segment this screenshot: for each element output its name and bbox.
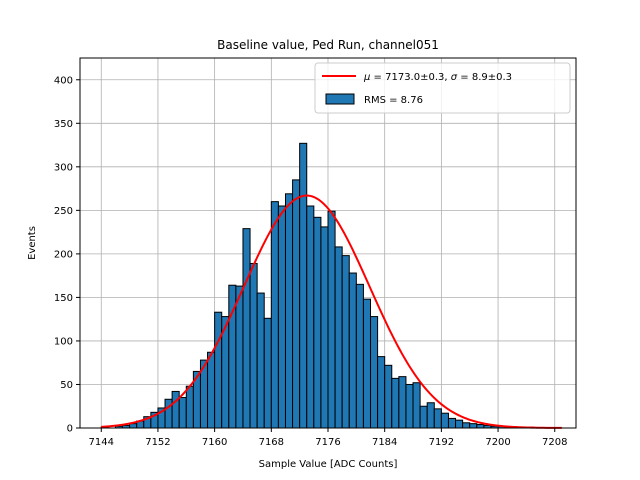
y-tick-label: 50	[60, 380, 73, 391]
y-tick-label: 200	[54, 249, 73, 260]
histogram-bar	[348, 272, 357, 429]
histogram-bar	[284, 193, 294, 429]
y-axis-title: Events	[27, 226, 38, 260]
legend-mu-symbol: μ	[363, 72, 370, 83]
y-tick-label: 400	[54, 75, 73, 86]
histogram-bar	[178, 397, 187, 429]
histogram-bar	[469, 423, 478, 429]
histogram-bar	[334, 246, 343, 429]
histogram-bar	[171, 390, 180, 429]
y-tick-label: 150	[54, 293, 73, 304]
histogram-bar	[412, 382, 421, 429]
histogram-bar	[462, 422, 471, 429]
legend-sigma-symbol: σ	[451, 72, 458, 83]
histogram-bar	[455, 419, 464, 429]
histogram-bar	[405, 383, 414, 429]
histogram-bar	[164, 398, 173, 429]
x-tick-label: 7200	[485, 437, 510, 448]
histogram-bar	[207, 351, 216, 429]
histogram-bar	[306, 205, 315, 429]
histogram-bar	[391, 377, 400, 429]
histogram-bar	[355, 283, 364, 429]
x-tick-label: 7160	[202, 437, 227, 448]
histogram-bar	[476, 424, 485, 429]
y-tick-label: 0	[67, 424, 73, 435]
y-tick-label: 300	[54, 162, 73, 173]
histogram-bar	[263, 317, 272, 429]
histogram-bar	[256, 292, 265, 429]
y-tick-label: 350	[54, 119, 73, 130]
x-tick-label: 7152	[145, 437, 170, 448]
x-tick-label: 7184	[372, 437, 397, 448]
legend: μ = 7173.0±0.3, σ = 8.9±0.3 RMS = 8.76	[314, 62, 571, 114]
histogram-bar	[433, 408, 442, 429]
histogram-bars	[100, 142, 534, 429]
histogram-bar	[447, 417, 457, 429]
x-axis-title: Sample Value [ADC Counts]	[259, 459, 398, 470]
histogram-bar	[299, 142, 308, 429]
x-tick-label: 7144	[89, 437, 114, 448]
histogram-bar	[440, 412, 449, 429]
legend-mu-value: = 7173.0±0.3,	[370, 72, 450, 83]
histogram-bar	[327, 210, 336, 429]
histogram-bar	[426, 402, 435, 429]
x-axis: 7144 7152 7160 7168 7176 7184 7192 7200 7208	[89, 428, 567, 448]
y-tick-label: 250	[54, 206, 73, 217]
gaussian-fit-curve	[101, 194, 562, 429]
legend-sigma-value: = 8.9±0.3	[457, 72, 512, 83]
legend-histogram-swatch	[325, 93, 355, 105]
histogram-bar	[341, 255, 350, 429]
histogram-bar	[419, 405, 428, 429]
histogram-bar	[362, 298, 372, 429]
histogram-bar	[377, 356, 386, 429]
y-tick-label: 100	[54, 336, 73, 347]
histogram-bar	[214, 311, 223, 429]
x-tick-label: 7192	[429, 437, 454, 448]
histogram-bar	[292, 179, 301, 429]
histogram-bar	[370, 316, 379, 429]
histogram-bar	[270, 201, 279, 429]
y-axis: 0 50 100 150 200 250 300 350 400	[54, 75, 80, 435]
histogram-bar	[277, 205, 286, 429]
legend-histogram-label: RMS = 8.76	[364, 95, 423, 106]
x-tick-label: 7176	[315, 437, 340, 448]
legend-box	[314, 62, 571, 114]
histogram-bar	[235, 285, 244, 429]
legend-fit-label: μ = 7173.0±0.3, σ = 8.9±0.3	[363, 72, 512, 83]
histogram-bar	[242, 228, 251, 429]
histogram-bar	[249, 262, 258, 429]
histogram-bar	[313, 216, 322, 429]
histogram-bar	[320, 226, 329, 429]
histogram-bar	[185, 385, 194, 429]
x-tick-label: 7208	[542, 437, 567, 448]
histogram-bar	[384, 364, 393, 429]
x-tick-label: 7168	[259, 437, 284, 448]
histogram-bar	[398, 376, 407, 429]
chart-title: Baseline value, Ped Run, channel051	[217, 38, 439, 52]
